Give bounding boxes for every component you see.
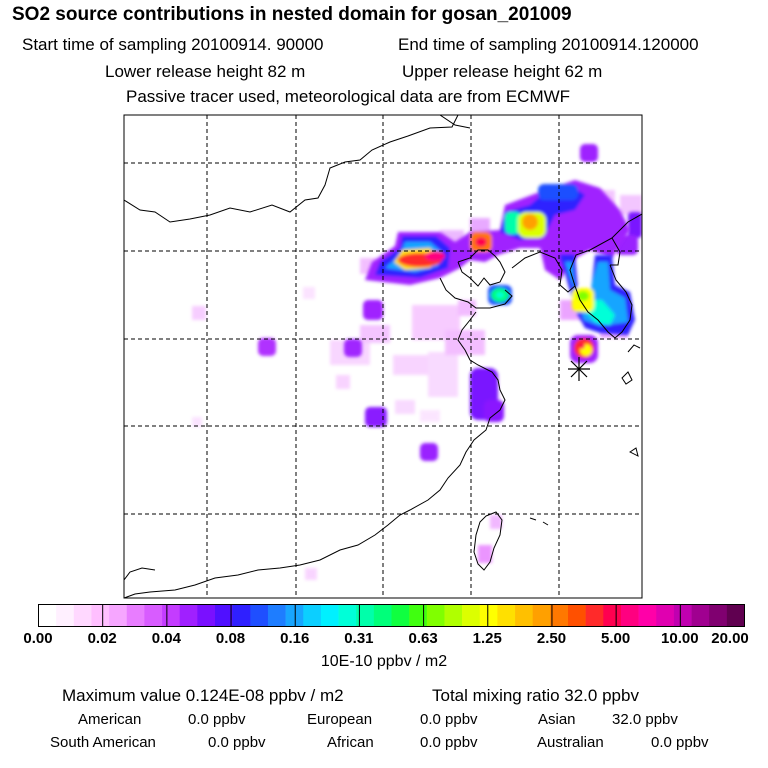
colorbar-cell <box>162 604 180 627</box>
colorbar-cell <box>144 604 163 627</box>
colorbar-cell <box>126 604 145 627</box>
colorbar-cell <box>603 604 622 627</box>
colorbar-cell <box>109 604 128 627</box>
map-title: SO2 source contributions in nested domai… <box>12 4 572 25</box>
colorbar-tick-label: 0.08 <box>215 630 246 647</box>
colorbar-cell <box>232 604 251 627</box>
region-african-name: African <box>327 734 374 751</box>
medium-source-cells <box>258 144 642 461</box>
colorbar-cell <box>479 604 498 627</box>
colorbar-tick-label: 1.25 <box>472 630 502 647</box>
region-american-value: 0.0 ppbv <box>188 711 246 728</box>
region-australian-value: 0.0 ppbv <box>651 734 709 751</box>
region-australian-name: Australian <box>537 734 604 751</box>
colorbar-cell <box>462 604 481 627</box>
colorbar-cell <box>391 604 410 627</box>
colorbar-cell <box>267 604 286 627</box>
colorbar-cell <box>550 604 569 627</box>
colorbar-cell <box>303 604 322 627</box>
northern-plume <box>365 180 630 285</box>
colorbar-cell <box>285 604 304 627</box>
colorbar-tick-label: 5.00 <box>601 630 631 647</box>
colorbar-cell <box>250 604 269 627</box>
colorbar <box>38 604 745 627</box>
start-time: Start time of sampling 20100914. 90000 <box>22 35 324 54</box>
coastlines <box>124 115 642 598</box>
colorbar-cell <box>585 604 604 627</box>
max-value: Maximum value 0.124E-08 ppbv / m2 <box>62 686 344 705</box>
upper-release-height: Upper release height 62 m <box>402 62 603 81</box>
region-african-value: 0.0 ppbv <box>420 734 478 751</box>
tracer-note: Passive tracer used, meteorological data… <box>126 87 571 106</box>
colorbar-cell <box>568 604 586 627</box>
colorbar-cell <box>691 604 710 627</box>
colorbar-cell <box>179 604 198 627</box>
colorbar-tick-label: 0.02 <box>87 630 117 647</box>
colorbar-cell <box>409 604 428 627</box>
region-european-name: European <box>307 711 373 728</box>
end-time: End time of sampling 20100914.120000 <box>398 35 699 54</box>
colorbar-cell <box>532 604 551 627</box>
colorbar-cell <box>426 604 445 627</box>
colorbar-tick-label: 0.04 <box>151 630 181 647</box>
colorbar-tick-label: 2.50 <box>536 630 567 647</box>
colorbar-cell <box>38 604 57 627</box>
colorbar-cell <box>620 604 639 627</box>
colorbar-cell <box>356 604 375 627</box>
colorbar-cell <box>338 604 357 627</box>
colorbar-cell <box>497 604 516 627</box>
colorbar-cell <box>638 604 657 627</box>
colorbar-tick-label: 20.00 <box>711 630 749 647</box>
region-asian-name: Asian <box>538 711 576 728</box>
colorbar-cell <box>91 604 110 627</box>
colorbar-tick-label: 0.63 <box>408 630 438 647</box>
colorbar-cell <box>73 604 92 627</box>
map-frame <box>123 114 643 599</box>
region-american-name: American <box>78 711 142 728</box>
colorbar-cell <box>56 604 75 627</box>
colorbar-cell <box>515 604 533 627</box>
colorbar-cell <box>444 604 463 627</box>
colorbar-cell <box>373 604 392 627</box>
lower-release-height: Lower release height 82 m <box>105 62 306 81</box>
colorbar-cell <box>215 604 233 627</box>
receptor-marker <box>568 357 590 381</box>
colorbar-cell <box>656 604 675 627</box>
korea-plume <box>488 255 635 363</box>
colorbar-tick-label: 0.00 <box>23 630 53 647</box>
region-asian-value: 32.0 ppbv <box>612 711 678 728</box>
colorbar-tick-label: 0.31 <box>344 630 374 647</box>
region-south-american-value: 0.0 ppbv <box>208 734 266 751</box>
colorbar-tick-label: 0.16 <box>280 630 310 647</box>
colorbar-unit: 10E-10 ppbv / m2 <box>320 653 448 670</box>
region-european-value: 0.0 ppbv <box>420 711 478 728</box>
total-mixing-ratio: Total mixing ratio 32.0 ppbv <box>432 686 639 705</box>
colorbar-cell <box>726 604 745 627</box>
colorbar-cell <box>197 604 216 627</box>
colorbar-cell <box>673 604 692 627</box>
region-south-american-name: South American <box>50 734 156 751</box>
lat-lon-grid <box>124 115 642 598</box>
colorbar-tick-label: 10.00 <box>661 630 699 647</box>
colorbar-cell <box>320 604 339 627</box>
colorbar-cell <box>709 604 728 627</box>
